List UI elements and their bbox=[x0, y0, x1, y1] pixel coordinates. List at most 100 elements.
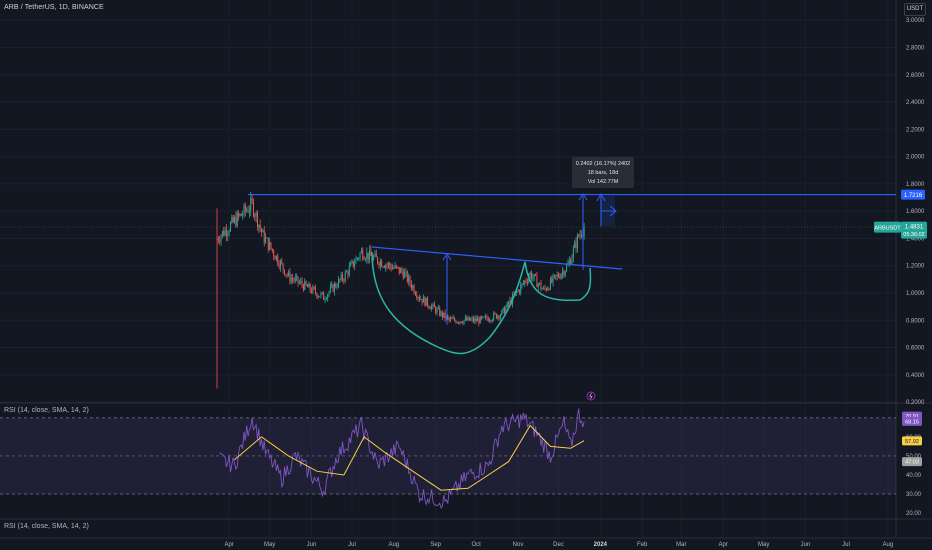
candle-body bbox=[481, 316, 483, 319]
candle-body bbox=[339, 279, 341, 280]
candle-body bbox=[364, 259, 366, 260]
rsi2-pane-title[interactable]: RSI (14, close, SMA, 14, 2) bbox=[4, 523, 89, 530]
candle-body bbox=[508, 302, 510, 304]
candle-body bbox=[556, 274, 558, 277]
time-tick-label: Jul bbox=[842, 542, 850, 548]
arrow-head bbox=[442, 253, 452, 261]
time-tick-label: Sep bbox=[430, 542, 441, 548]
candle-body bbox=[463, 320, 465, 324]
time-tick-label: Apr bbox=[719, 542, 728, 548]
candle-body bbox=[269, 242, 271, 250]
candle-body bbox=[458, 322, 460, 324]
candle-body bbox=[221, 231, 223, 236]
rsi-axis: 20.0030.0040.0050.0060.0070.0070.9168.15… bbox=[902, 411, 922, 517]
candle-body bbox=[575, 242, 577, 249]
neckline-trendline[interactable] bbox=[371, 246, 623, 270]
candle-body bbox=[366, 252, 368, 260]
candle-body bbox=[242, 214, 244, 216]
candle-body bbox=[548, 288, 550, 290]
currency-selector[interactable]: USDT bbox=[904, 3, 926, 16]
candle-body bbox=[259, 224, 261, 229]
candle-body bbox=[533, 274, 535, 278]
candle-body bbox=[566, 265, 568, 272]
candle-body bbox=[293, 279, 295, 281]
candle-body bbox=[265, 237, 267, 243]
candle-body bbox=[414, 292, 416, 295]
candle-body bbox=[297, 276, 299, 283]
drawings bbox=[248, 192, 896, 355]
candle-body bbox=[378, 263, 380, 266]
candle-body bbox=[478, 318, 480, 324]
candle-body bbox=[331, 284, 333, 287]
price-tick-label: 1.2000 bbox=[906, 264, 925, 270]
candle-body bbox=[435, 307, 437, 313]
candle-body bbox=[247, 210, 249, 213]
candle-body bbox=[579, 234, 581, 237]
price-tick-label: 0.6000 bbox=[906, 346, 925, 352]
cup-and-handle-curve[interactable] bbox=[371, 251, 592, 355]
candle-body bbox=[236, 213, 238, 227]
measure-tooltip-bg bbox=[572, 157, 634, 188]
rsi-value-label: 47.03 bbox=[905, 460, 919, 466]
candle-body bbox=[549, 278, 551, 290]
candle-body bbox=[223, 231, 225, 236]
candle-body bbox=[539, 282, 541, 285]
symbol-title[interactable]: ARB / TetherUS, 1D, BINANCE bbox=[4, 4, 104, 11]
candle-body bbox=[474, 318, 476, 322]
time-tick-label: Jun bbox=[801, 542, 811, 548]
candle-body bbox=[454, 318, 456, 321]
candle-body bbox=[499, 315, 501, 319]
arrow-head bbox=[609, 205, 617, 217]
candle-body bbox=[518, 290, 520, 293]
candle-body bbox=[578, 235, 580, 237]
candle-body bbox=[292, 278, 294, 280]
candle-body bbox=[275, 255, 277, 260]
candle-body bbox=[277, 255, 279, 265]
candle-body bbox=[278, 264, 280, 268]
time-tick-label: 2024 bbox=[594, 542, 608, 548]
candle-body bbox=[551, 278, 553, 283]
candle-body bbox=[401, 268, 403, 272]
symbol-badge-label: ARBUSDT bbox=[874, 225, 901, 231]
price-tick-label: 2.6000 bbox=[906, 73, 925, 79]
candle-body bbox=[405, 271, 407, 273]
candle-body bbox=[217, 238, 219, 241]
candle-body bbox=[437, 307, 439, 309]
candle-body bbox=[225, 229, 227, 236]
time-tick-label: Jul bbox=[348, 542, 356, 548]
candle-body bbox=[350, 263, 352, 267]
measure-tooltip[interactable]: 0.2402 (16.17%) 2402 18 bars, 18d Vol 142.… bbox=[572, 157, 634, 188]
candle-body bbox=[568, 260, 570, 265]
candle-body bbox=[387, 263, 389, 266]
candle-body bbox=[298, 282, 300, 284]
time-tick-label: Aug bbox=[388, 542, 399, 548]
price-tick-label: 1.4000 bbox=[906, 236, 925, 242]
candle-body bbox=[524, 280, 526, 284]
candle-body bbox=[235, 217, 237, 227]
candle-body bbox=[282, 263, 284, 270]
candle-body bbox=[343, 279, 345, 281]
last-price-label: 1.4831 bbox=[905, 225, 924, 231]
candle-body bbox=[309, 283, 311, 291]
price-tick-label: 1.6000 bbox=[906, 209, 925, 215]
candle-body bbox=[244, 205, 246, 211]
candle-body bbox=[467, 317, 469, 321]
candle-body bbox=[258, 224, 260, 228]
candle-body bbox=[228, 231, 230, 234]
candle-body bbox=[310, 290, 312, 293]
candle-body bbox=[347, 271, 349, 275]
measure-tooltip-line: Vol 142.77M bbox=[588, 179, 619, 185]
candle-body bbox=[251, 198, 253, 201]
rsi-pane-title[interactable]: RSI (14, close, SMA, 14, 2) bbox=[4, 407, 89, 414]
candle-body bbox=[504, 307, 506, 314]
candle-body bbox=[352, 260, 354, 267]
candle-body bbox=[541, 288, 543, 290]
candle-body bbox=[327, 294, 329, 299]
symbol-badge bbox=[874, 221, 901, 233]
candle-body bbox=[416, 294, 418, 298]
candle-body bbox=[333, 283, 335, 292]
candle-body bbox=[516, 291, 518, 293]
candle-body bbox=[342, 274, 344, 280]
lightning-icon[interactable] bbox=[586, 391, 596, 401]
candle-body bbox=[522, 283, 524, 285]
